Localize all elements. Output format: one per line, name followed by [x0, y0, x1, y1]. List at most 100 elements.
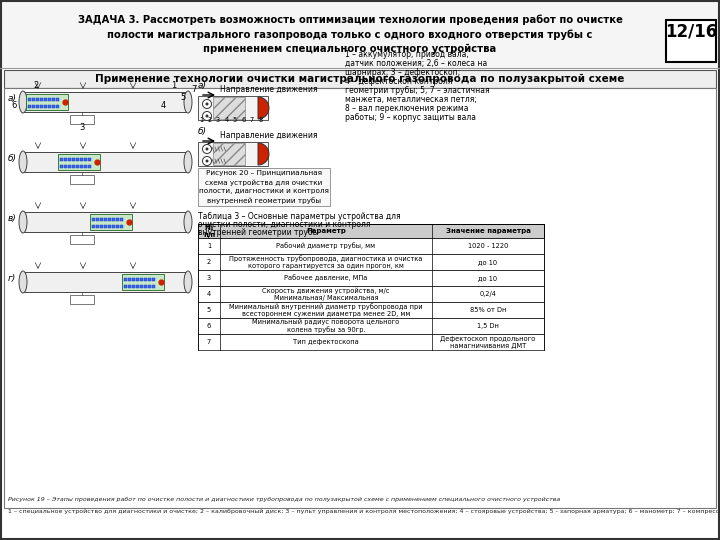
Bar: [96, 225, 99, 228]
Text: 1: 1: [199, 117, 203, 123]
Text: 3: 3: [79, 124, 85, 132]
Bar: [198, 334, 544, 350]
Text: 5: 5: [233, 117, 237, 123]
Circle shape: [202, 99, 212, 109]
Bar: [70, 115, 94, 124]
Bar: [124, 285, 127, 288]
Text: Рабочее давление, МПа: Рабочее давление, МПа: [284, 274, 368, 281]
Text: г): г): [8, 274, 17, 283]
Text: 1: 1: [171, 82, 176, 91]
Text: 1: 1: [207, 243, 211, 249]
Text: Значение параметра: Значение параметра: [446, 228, 531, 234]
Bar: [36, 98, 39, 101]
Bar: [152, 285, 155, 288]
Wedge shape: [258, 97, 269, 119]
Text: а): а): [8, 94, 17, 103]
Bar: [23, 212, 188, 232]
Bar: [72, 158, 75, 161]
Bar: [122, 274, 164, 290]
Circle shape: [202, 157, 212, 165]
Text: 4: 4: [161, 100, 166, 110]
Text: 5: 5: [181, 92, 186, 102]
Bar: [40, 105, 43, 108]
Bar: [60, 165, 63, 168]
Text: 1,5 Dн: 1,5 Dн: [477, 323, 499, 329]
Circle shape: [202, 111, 212, 120]
Bar: [136, 278, 139, 281]
Bar: [198, 168, 330, 206]
Text: очистки полости, диагностики и контроля: очистки полости, диагностики и контроля: [198, 220, 371, 229]
Bar: [23, 272, 188, 292]
Bar: [26, 94, 68, 110]
Bar: [23, 152, 188, 172]
Bar: [58, 154, 100, 170]
Bar: [104, 225, 107, 228]
Text: Направление движения: Направление движения: [220, 131, 318, 140]
Text: Минимальный внутренний диаметр трубопровода при
всестороннем сужении диаметра ме: Минимальный внутренний диаметр трубопров…: [229, 303, 423, 317]
Text: Скорость движения устройства, м/с
Минимальная/ Максимальная: Скорость движения устройства, м/с Минима…: [262, 287, 390, 301]
Bar: [48, 105, 51, 108]
Bar: [28, 105, 31, 108]
Text: №
п/п: № п/п: [203, 225, 215, 238]
Text: 4: 4: [207, 291, 211, 297]
Circle shape: [205, 114, 209, 118]
Text: внутренней геометрии трубы: внутренней геометрии трубы: [198, 228, 319, 237]
Text: 3: 3: [207, 275, 211, 281]
Text: Рабочий диаметр трубы, мм: Рабочий диаметр трубы, мм: [276, 242, 376, 249]
Bar: [124, 278, 127, 281]
Text: 8 – вал переключения режима: 8 – вал переключения режима: [345, 104, 469, 113]
Bar: [4, 88, 716, 508]
Bar: [70, 175, 94, 184]
Bar: [198, 318, 544, 334]
Bar: [136, 285, 139, 288]
Text: 1 – специальное устройство для диагностики и очистке; 2 – калибровочный диск; 3 : 1 – специальное устройство для диагности…: [8, 509, 720, 514]
Bar: [198, 96, 268, 120]
Wedge shape: [258, 143, 269, 165]
Bar: [88, 158, 91, 161]
Text: до 10: до 10: [478, 259, 498, 265]
Text: Направление движения: Направление движения: [220, 85, 318, 94]
Bar: [70, 235, 94, 244]
Bar: [128, 278, 131, 281]
Text: 2: 2: [207, 117, 212, 123]
Bar: [32, 105, 35, 108]
Bar: [56, 98, 59, 101]
Text: датчик положения; 2,6 – колеса на: датчик положения; 2,6 – колеса на: [345, 59, 487, 68]
Bar: [104, 218, 107, 221]
Bar: [64, 165, 67, 168]
Text: Протяженность трубопровода, диагностика и очистка
которого гарантируется за один: Протяженность трубопровода, диагностика …: [229, 255, 423, 269]
Bar: [80, 158, 83, 161]
Ellipse shape: [184, 211, 192, 233]
Circle shape: [205, 159, 209, 163]
Text: Применение технологии очистки магистрального газопровода по полузакрытой схеме: Применение технологии очистки магистраль…: [95, 74, 625, 84]
Bar: [92, 225, 95, 228]
Circle shape: [205, 103, 209, 105]
Text: 2: 2: [33, 82, 39, 91]
Bar: [128, 285, 131, 288]
Text: Дефектоскоп продольного
намагничивания ДМТ: Дефектоскоп продольного намагничивания Д…: [441, 335, 536, 349]
Bar: [56, 105, 59, 108]
Bar: [52, 98, 55, 101]
Text: 12/16: 12/16: [665, 23, 717, 41]
Bar: [112, 225, 115, 228]
Bar: [0, 0, 720, 68]
Text: а): а): [198, 81, 207, 90]
Bar: [198, 254, 544, 270]
Text: ЗАДАЧА 3. Рассмотреть возможность оптимизации технологии проведения работ по очи: ЗАДАЧА 3. Рассмотреть возможность оптими…: [78, 15, 622, 53]
Bar: [76, 165, 79, 168]
Bar: [198, 238, 544, 254]
Bar: [132, 285, 135, 288]
Bar: [32, 98, 35, 101]
Bar: [90, 214, 132, 230]
Bar: [23, 92, 188, 112]
Text: 3: 3: [216, 117, 220, 123]
Bar: [140, 278, 143, 281]
Bar: [140, 285, 143, 288]
Text: Минимальный радиус поворота цельного
колена трубы за 90гр.: Минимальный радиус поворота цельного кол…: [253, 319, 400, 333]
Ellipse shape: [19, 91, 27, 113]
Bar: [84, 165, 87, 168]
Text: Рисунок 19 – Этапы проведения работ по очистке полости и диагностики трубопровод: Рисунок 19 – Этапы проведения работ по о…: [8, 497, 560, 502]
Ellipse shape: [19, 151, 27, 173]
Bar: [198, 270, 544, 286]
Bar: [68, 165, 71, 168]
